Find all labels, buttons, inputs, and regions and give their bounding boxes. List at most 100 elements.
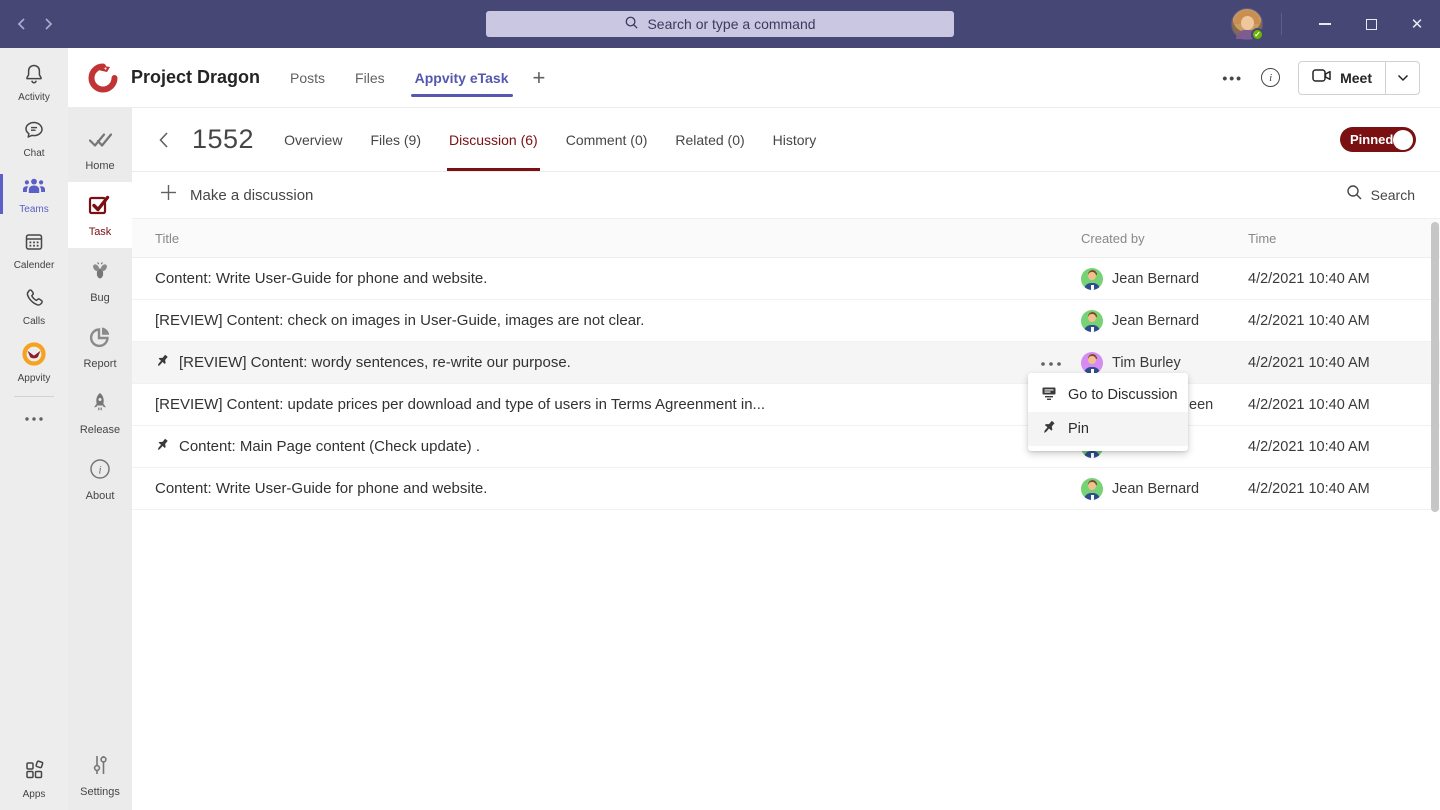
team-name: Project Dragon — [131, 67, 261, 87]
table-row[interactable]: Content: Main Page content (Check update… — [132, 426, 1440, 468]
rail-item-activity[interactable]: Activity — [0, 54, 68, 110]
plus-icon — [160, 184, 177, 206]
search-placeholder: Search or type a command — [647, 16, 816, 32]
discussion-title: [REVIEW] Content: check on images in Use… — [155, 312, 645, 329]
meet-button[interactable]: Meet — [1299, 62, 1385, 94]
context-menu: Go to Discussion Pin — [1028, 373, 1188, 451]
discussion-list: Content: Write User-Guide for phone and … — [132, 258, 1440, 510]
task-tab-related-0-[interactable]: Related (0) — [675, 131, 745, 148]
sidebar-item-bug[interactable]: Bug — [68, 248, 132, 314]
pin-icon — [155, 353, 170, 373]
rail-item-label: Apps — [22, 788, 46, 800]
column-created-by: Created by — [1081, 230, 1145, 246]
sidebar-item-label: Home — [85, 160, 115, 172]
teams-icon — [21, 174, 47, 203]
more-apps-button[interactable] — [0, 403, 68, 433]
forward-nav-icon[interactable] — [40, 16, 56, 32]
channel-tab-posts[interactable]: Posts — [290, 69, 326, 86]
creator-name: Jean Bernard — [1112, 312, 1200, 329]
rail-item-teams[interactable]: Teams — [0, 166, 68, 222]
creator-name: Jean Bernard — [1112, 270, 1200, 287]
close-button[interactable]: ✕ — [1394, 0, 1440, 48]
rail-item-label: Calender — [13, 259, 55, 271]
sidebar-item-about[interactable]: i About — [68, 446, 132, 512]
discussion-toolbar: Make a discussion Search — [132, 172, 1440, 218]
vertical-scrollbar[interactable] — [1431, 222, 1439, 512]
search-icon — [1346, 184, 1363, 206]
maximize-button[interactable] — [1348, 0, 1394, 48]
appvity-logo-icon — [21, 341, 47, 372]
task-tab-history[interactable]: History — [772, 131, 817, 148]
maximize-icon — [1365, 18, 1377, 30]
sidebar-item-report[interactable]: Report — [68, 314, 132, 380]
created-time: 4/2/2021 10:40 AM — [1248, 354, 1370, 371]
command-search-input[interactable]: Search or type a command — [486, 11, 954, 37]
bug-icon — [87, 258, 113, 289]
svg-text:i: i — [98, 463, 101, 477]
channel-more-button[interactable]: ••• — [1222, 69, 1244, 86]
rail-item-chat[interactable]: Chat — [0, 110, 68, 166]
rail-item-apps[interactable]: Apps — [0, 754, 68, 810]
pinned-toggle[interactable]: Pinned — [1340, 127, 1416, 152]
column-time: Time — [1248, 230, 1277, 246]
channel-tab-appvity-etask[interactable]: Appvity eTask — [410, 50, 513, 106]
created-time: 4/2/2021 10:40 AM — [1248, 270, 1370, 287]
avatar-body — [1236, 30, 1259, 39]
sidebar-item-release[interactable]: Release — [68, 380, 132, 446]
task-panel: 1552 Overview Files (9) Discussion (6) C… — [132, 108, 1440, 810]
back-button[interactable] — [158, 128, 178, 152]
titlebar: Search or type a command ✓ ✕ — [0, 0, 1440, 48]
calendar-icon — [22, 230, 46, 259]
created-time: 4/2/2021 10:40 AM — [1248, 312, 1370, 329]
created-time: 4/2/2021 10:40 AM — [1248, 396, 1370, 413]
meet-dropdown-button[interactable] — [1385, 61, 1419, 94]
rail-item-label: Teams — [19, 203, 49, 215]
bell-icon — [22, 62, 46, 91]
sidebar-item-settings[interactable]: Settings — [68, 744, 132, 810]
info-icon[interactable]: i — [1261, 68, 1281, 87]
back-nav-icon[interactable] — [14, 16, 30, 32]
minimize-button[interactable] — [1302, 0, 1348, 48]
add-tab-button[interactable]: + — [532, 64, 546, 90]
sidebar-item-label: Release — [79, 424, 121, 436]
task-tab-overview[interactable]: Overview — [284, 131, 343, 148]
task-tab-comment-0-[interactable]: Comment (0) — [565, 131, 648, 148]
creator-avatar — [1081, 267, 1103, 290]
app-rail: Activity Chat Teams Calender Calls Appvi… — [0, 48, 68, 810]
table-header: Title Created by Time — [132, 218, 1440, 258]
discussion-search-button[interactable]: Search — [1346, 184, 1415, 206]
context-menu-item-pin[interactable]: Pin — [1028, 412, 1188, 446]
user-avatar[interactable]: ✓ — [1231, 8, 1264, 41]
task-tab-discussion-6-[interactable]: Discussion (6) — [447, 108, 540, 171]
toggle-knob — [1393, 129, 1413, 150]
minimize-icon — [1319, 23, 1331, 25]
context-menu-item-go-to-discussion[interactable]: Go to Discussion — [1028, 378, 1188, 412]
channel-tab-files[interactable]: Files — [355, 69, 385, 86]
sidebar-item-label: Report — [83, 358, 117, 370]
sidebar-item-home[interactable]: Home — [68, 116, 132, 182]
make-discussion-button[interactable]: Make a discussion — [160, 184, 313, 206]
task-tab-files-9-[interactable]: Files (9) — [370, 131, 421, 148]
about-icon: i — [87, 456, 113, 487]
table-row[interactable]: Content: Write User-Guide for phone and … — [132, 468, 1440, 510]
team-logo — [88, 63, 118, 93]
search-label: Search — [1370, 187, 1415, 203]
avatar-face — [1241, 16, 1254, 30]
rail-item-appvity[interactable]: Appvity — [0, 334, 68, 390]
table-row[interactable]: [REVIEW] Content: wordy sentences, re-wr… — [132, 342, 1440, 384]
creator-avatar — [1081, 477, 1103, 500]
table-row[interactable]: Content: Write User-Guide for phone and … — [132, 258, 1440, 300]
meet-label: Meet — [1340, 69, 1372, 86]
sidebar-item-label: About — [85, 490, 115, 502]
chat-icon — [22, 118, 46, 147]
sidebar-item-task[interactable]: Task — [68, 182, 132, 248]
apps-icon — [22, 759, 46, 788]
rail-item-calendar[interactable]: Calender — [0, 222, 68, 278]
row-more-button[interactable] — [1040, 354, 1062, 372]
pin-icon — [1041, 419, 1057, 440]
table-row[interactable]: [REVIEW] Content: check on images in Use… — [132, 300, 1440, 342]
ellipsis-icon — [24, 409, 44, 427]
rail-item-calls[interactable]: Calls — [0, 278, 68, 334]
table-row[interactable]: [REVIEW] Content: update prices per down… — [132, 384, 1440, 426]
release-icon — [87, 390, 113, 421]
